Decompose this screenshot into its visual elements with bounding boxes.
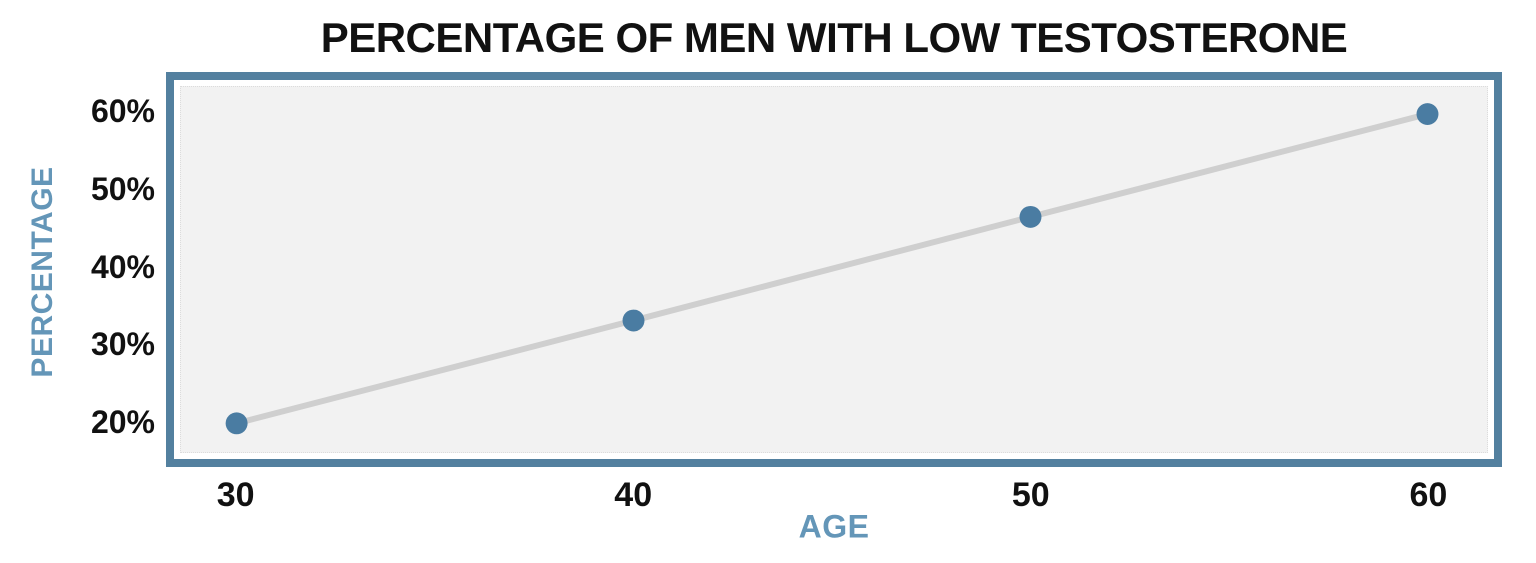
x-tick-label: 30 [216, 476, 255, 514]
line-series-svg [225, 103, 1439, 435]
series-line [233, 111, 1431, 427]
x-tick-label: 40 [614, 476, 653, 514]
y-tick-label: 20% [90, 404, 155, 441]
y-tick-label: 50% [90, 170, 155, 207]
y-tick-label: 60% [90, 93, 155, 130]
chart-title: PERCENTAGE OF MEN WITH LOW TESTOSTERONE [320, 14, 1348, 61]
data-point [622, 309, 645, 332]
x-tick-label: 60 [1409, 476, 1448, 514]
data-point [225, 412, 248, 435]
data-point [1019, 205, 1042, 228]
y-tick-label: 40% [90, 248, 155, 285]
plot-frame [166, 72, 1502, 467]
y-tick-label: 30% [90, 326, 155, 363]
x-axis-title: AGE [798, 508, 870, 545]
plot-area [180, 86, 1488, 453]
y-axis-title: PERCENTAGE [26, 166, 59, 378]
data-point [1416, 103, 1439, 125]
x-tick-label: 50 [1011, 476, 1050, 514]
